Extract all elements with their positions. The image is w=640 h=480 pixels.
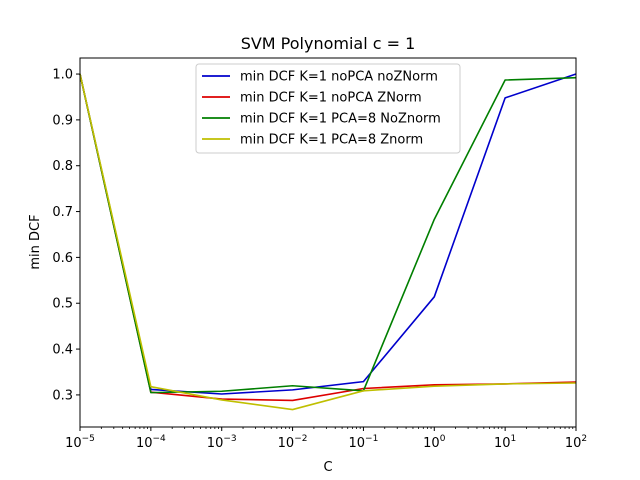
x-tick-label: 101 (494, 434, 516, 451)
series-line-4 (79, 73, 577, 411)
legend-label: min DCF K=1 PCA=8 Znorm (240, 133, 423, 148)
chart-title: SVM Polynomial c = 1 (241, 34, 416, 53)
x-axis: 10−5 10−4 10−3 10−2 10−1 100 101 102 (65, 427, 587, 451)
y-tick-label: 0.6 (52, 251, 73, 266)
y-tick-label: 0.4 (52, 343, 73, 358)
y-axis: 0.3 0.4 0.5 0.6 0.7 0.8 0.9 1.0 (52, 68, 80, 403)
x-axis-label: C (323, 460, 332, 475)
y-tick-label: 0.9 (52, 113, 73, 128)
legend: min DCF K=1 noPCA noZNorm min DCF K=1 noP… (195, 63, 461, 154)
legend-label: min DCF K=1 noPCA noZNorm (240, 70, 438, 85)
x-tick-label: 100 (423, 434, 446, 451)
x-tick-label: 10−4 (136, 434, 166, 451)
x-tick-label: 10−2 (278, 434, 308, 451)
y-axis-label: min DCF (28, 214, 43, 269)
legend-label: min DCF K=1 PCA=8 NoZnorm (240, 112, 441, 127)
plot-frame (79, 57, 577, 428)
legend-box (195, 63, 461, 154)
x-tick-label: 102 (565, 434, 587, 451)
y-tick-label: 0.3 (52, 388, 73, 403)
x-tick-label: 10−5 (65, 434, 95, 451)
y-tick-label: 0.5 (52, 297, 73, 312)
x-tick-label: 10−1 (349, 434, 379, 451)
x-tick-label: 10−3 (207, 434, 237, 451)
legend-label: min DCF K=1 noPCA ZNorm (240, 91, 422, 106)
y-tick-label: 1.0 (52, 68, 73, 83)
y-tick-label: 0.7 (52, 205, 73, 220)
series-line-1 (79, 73, 577, 395)
plot-lines (79, 73, 577, 411)
y-tick-label: 0.8 (52, 159, 73, 174)
series-line-3 (79, 73, 577, 394)
